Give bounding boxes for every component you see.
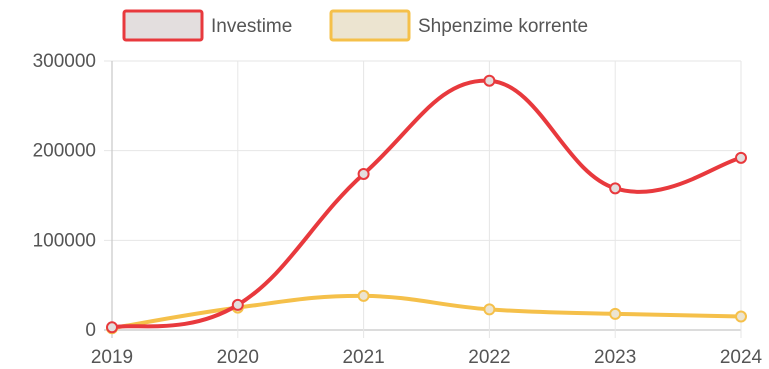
y-tick-label: 0 [85, 320, 96, 341]
series-layer [106, 74, 747, 335]
x-tick-label: 2020 [217, 347, 259, 368]
legend-label-investime: Investime [211, 16, 292, 37]
data-point-investime[interactable] [106, 321, 118, 334]
data-point-investime[interactable] [231, 298, 244, 311]
x-tick-label: 2024 [720, 347, 763, 368]
legend-item-shpenzime-korrente[interactable]: Shpenzime korrente [329, 9, 588, 42]
y-tick-label: 300000 [33, 51, 96, 72]
y-axis: 0 100000 200000 300000 [33, 51, 96, 341]
x-tick-label: 2022 [468, 347, 510, 368]
series-line-investime [110, 78, 743, 330]
data-point-investime[interactable] [357, 167, 370, 180]
series-line-shpenzime-korrente [110, 293, 743, 331]
x-tick-label: 2021 [342, 347, 384, 368]
legend-item-investime[interactable]: Investime [122, 9, 292, 42]
data-point-investime[interactable] [735, 151, 747, 164]
x-tick-label: 2023 [594, 347, 636, 368]
legend-swatch-shpenzime-korrente [329, 9, 411, 42]
y-tick-label: 100000 [33, 230, 96, 251]
data-point-investime[interactable] [609, 182, 622, 195]
data-point-shpenzime-korrente[interactable] [735, 310, 747, 323]
data-point-shpenzime-korrente[interactable] [609, 307, 622, 320]
x-axis: 2019 2020 2021 2022 2023 2024 [91, 347, 763, 368]
grid [104, 60, 742, 338]
legend-swatch-investime [122, 9, 204, 42]
data-point-shpenzime-korrente[interactable] [483, 303, 496, 316]
legend: Investime Shpenzime korrente [122, 9, 588, 42]
legend-label-shpenzime-korrente: Shpenzime korrente [418, 16, 588, 37]
y-tick-label: 200000 [33, 141, 96, 162]
data-point-shpenzime-korrente[interactable] [357, 289, 370, 302]
x-tick-label: 2019 [91, 347, 133, 368]
data-point-investime[interactable] [483, 74, 496, 87]
